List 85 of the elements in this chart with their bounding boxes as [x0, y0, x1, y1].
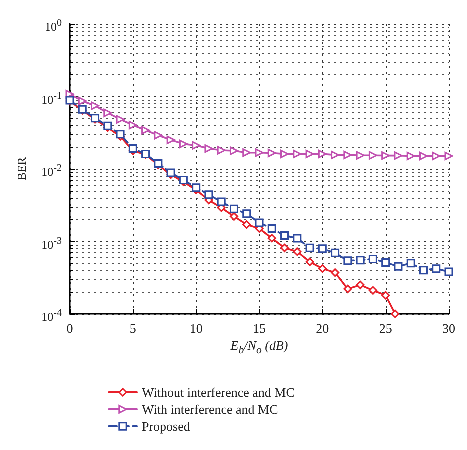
point: [192, 141, 201, 150]
point: [306, 244, 314, 252]
point: [344, 256, 352, 266]
y-tick-label: 10$^{-3}$: [42, 234, 62, 252]
point: [116, 130, 125, 139]
legend-label: Proposed: [142, 419, 191, 434]
point: [344, 284, 352, 294]
point: [331, 268, 340, 278]
point: [293, 150, 302, 158]
point: [154, 131, 163, 140]
point: [368, 254, 378, 264]
point: [318, 150, 327, 158]
point: [432, 264, 441, 274]
point: [230, 204, 238, 214]
y-tick-label: 10$^{-4}$: [42, 307, 62, 325]
point: [318, 264, 327, 274]
x-axis-title: E$_{b}$/N$_{o}$ (dB): [230, 338, 290, 359]
point: [280, 150, 290, 158]
point: [382, 291, 390, 300]
point: [217, 198, 226, 206]
point: [293, 248, 302, 256]
point: [306, 258, 314, 266]
point: [128, 144, 138, 154]
point: [179, 140, 188, 148]
point: [382, 152, 390, 160]
point: [368, 286, 378, 295]
point: [230, 146, 238, 156]
point: [217, 146, 226, 155]
point: [394, 152, 403, 160]
point: [230, 212, 238, 221]
point: [391, 310, 400, 318]
x-tick-label: 25: [379, 321, 392, 336]
point: [242, 220, 252, 230]
x-tick-label: 10: [190, 321, 203, 336]
point: [255, 218, 264, 228]
point: [382, 258, 390, 267]
y-axis-title: BER: [15, 157, 29, 181]
point: [419, 266, 428, 275]
point: [356, 151, 365, 160]
x-tick-label: 30: [442, 321, 456, 336]
point: [166, 136, 176, 144]
x-tick-label: 20: [316, 321, 330, 336]
point: [268, 234, 276, 243]
point: [255, 148, 264, 158]
point: [204, 190, 214, 200]
point: [242, 210, 252, 218]
point: [242, 148, 252, 158]
point: [268, 148, 276, 158]
point: [419, 152, 428, 160]
point: [142, 126, 150, 135]
point: [128, 121, 138, 130]
point: [268, 224, 276, 233]
y-tick-label: 10$^{-1}$: [42, 90, 62, 108]
point: [331, 150, 340, 160]
point: [444, 268, 454, 276]
point: [356, 280, 365, 290]
point: [78, 97, 87, 106]
point: [179, 176, 188, 184]
legend-label: Without interference and MC: [142, 385, 295, 400]
point: [104, 108, 112, 118]
point: [204, 144, 214, 154]
point: [116, 115, 125, 124]
y-tick-label: 10$^{0}$: [45, 17, 62, 35]
point: [293, 234, 302, 243]
point: [331, 248, 340, 258]
point: [318, 244, 327, 254]
point: [356, 256, 365, 265]
x-tick-label: 0: [66, 321, 74, 336]
point: [280, 244, 290, 252]
point: [406, 259, 416, 268]
point: [406, 152, 416, 160]
point: [192, 184, 201, 192]
point: [444, 152, 454, 160]
point: [280, 232, 290, 240]
point: [344, 150, 352, 160]
point: [306, 150, 314, 158]
point: [91, 102, 100, 110]
x-tick-label: 15: [253, 321, 266, 336]
point: [66, 90, 74, 99]
point: [394, 262, 403, 271]
x-tick-label: 5: [130, 321, 136, 336]
point: [368, 151, 378, 160]
point: [432, 152, 441, 160]
legend-label: With interference and MC: [142, 402, 278, 417]
y-tick-label: 10$^{-2}$: [42, 162, 62, 180]
